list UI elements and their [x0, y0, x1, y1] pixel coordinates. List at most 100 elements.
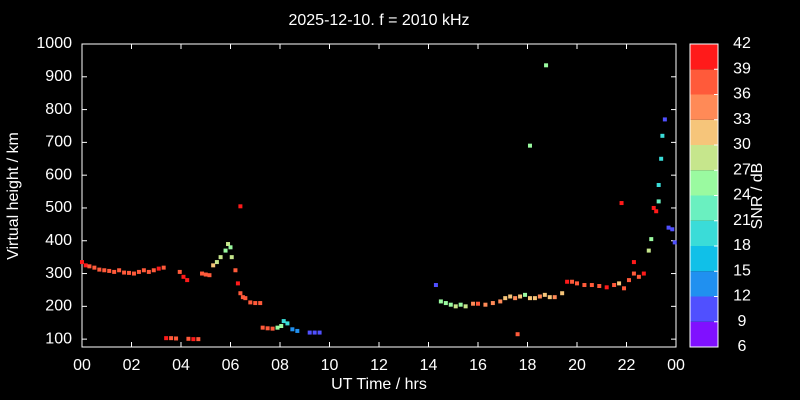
data-point — [229, 255, 234, 260]
x-tick-label: 06 — [222, 357, 240, 374]
colorbar-label: SNR / dB — [749, 163, 766, 230]
data-point — [92, 265, 97, 270]
data-point — [654, 209, 659, 214]
colorbar-band — [690, 119, 718, 145]
colorbar-tick-label: 39 — [733, 60, 751, 77]
data-point — [87, 264, 92, 269]
data-point — [275, 325, 280, 330]
data-point — [265, 326, 270, 331]
data-point — [666, 225, 671, 230]
colorbar-tick-label: 24 — [733, 187, 751, 204]
data-point — [515, 332, 520, 337]
data-point — [503, 296, 508, 301]
data-point — [575, 281, 579, 286]
data-point — [317, 330, 322, 335]
data-point — [136, 269, 141, 274]
colorbar-band — [690, 69, 718, 95]
y-tick-label: 500 — [45, 199, 72, 216]
y-axis-label: Virtual height / km — [5, 132, 22, 260]
data-point — [161, 265, 166, 270]
data-point — [279, 324, 284, 329]
data-point — [131, 271, 136, 276]
data-point — [617, 281, 622, 286]
y-tick-label: 1000 — [36, 35, 72, 52]
data-point — [636, 274, 641, 279]
data-point — [662, 117, 667, 122]
data-point — [656, 199, 661, 204]
data-point — [164, 336, 169, 341]
data-point — [177, 269, 182, 274]
data-point — [156, 266, 161, 271]
x-tick-label: 12 — [370, 357, 388, 374]
data-point — [107, 268, 112, 273]
data-point — [233, 268, 238, 273]
data-point — [651, 205, 656, 210]
data-point — [438, 299, 443, 304]
data-point — [443, 301, 448, 306]
data-point — [552, 295, 557, 300]
data-point — [672, 240, 677, 245]
data-point — [181, 274, 186, 279]
data-point — [527, 143, 532, 148]
data-point — [641, 271, 646, 276]
x-tick-label: 04 — [172, 357, 190, 374]
data-point — [151, 268, 156, 273]
data-point — [471, 301, 476, 306]
colorbar-band — [690, 296, 718, 322]
data-point — [141, 268, 146, 273]
data-point — [463, 304, 468, 309]
data-point — [619, 201, 624, 206]
data-point — [295, 328, 300, 333]
x-tick-label: 10 — [321, 357, 339, 374]
colorbar-tick-label: 27 — [733, 161, 751, 178]
y-tick-label: 300 — [45, 265, 72, 282]
colorbar-tick-label: 36 — [733, 86, 751, 103]
data-point — [248, 300, 253, 305]
colorbar-tick-label: 21 — [733, 212, 751, 229]
data-point — [185, 278, 190, 283]
data-point — [235, 281, 240, 286]
data-point — [127, 270, 132, 275]
data-point — [483, 302, 488, 307]
data-point — [523, 292, 528, 297]
x-tick-label: 02 — [123, 357, 141, 374]
data-point — [240, 295, 245, 300]
colorbar-tick-label: 30 — [733, 136, 751, 153]
data-point — [656, 183, 661, 188]
data-point — [670, 227, 675, 232]
data-point — [626, 278, 631, 283]
colorbar-band — [690, 220, 718, 246]
data-point — [200, 271, 205, 276]
data-point — [211, 263, 216, 268]
y-tick-label: 800 — [45, 101, 72, 118]
data-point — [646, 248, 651, 253]
data-point — [117, 268, 122, 273]
data-point — [582, 283, 587, 288]
data-point — [207, 273, 212, 278]
data-point — [174, 336, 179, 341]
y-tick-label: 400 — [45, 232, 72, 249]
y-tick-label: 600 — [45, 166, 72, 183]
data-point — [597, 284, 602, 289]
data-point — [498, 299, 503, 304]
colorbar-tick-label: 15 — [733, 262, 751, 279]
y-tick-label: 200 — [45, 298, 72, 315]
data-point — [660, 133, 665, 138]
data-point — [83, 263, 88, 268]
data-point — [253, 301, 258, 306]
data-point — [433, 283, 438, 288]
data-point — [448, 302, 453, 307]
data-point — [476, 301, 480, 306]
data-point — [513, 296, 518, 301]
data-point — [238, 291, 243, 296]
x-tick-label: 22 — [618, 357, 636, 374]
colorbar-band — [690, 170, 718, 196]
colorbar-band — [690, 321, 718, 347]
data-point — [214, 260, 219, 265]
chart-title: 2025-12-10. f = 2010 kHz — [288, 12, 469, 29]
data-point — [203, 272, 208, 277]
data-point — [622, 286, 627, 291]
data-point — [659, 156, 664, 161]
